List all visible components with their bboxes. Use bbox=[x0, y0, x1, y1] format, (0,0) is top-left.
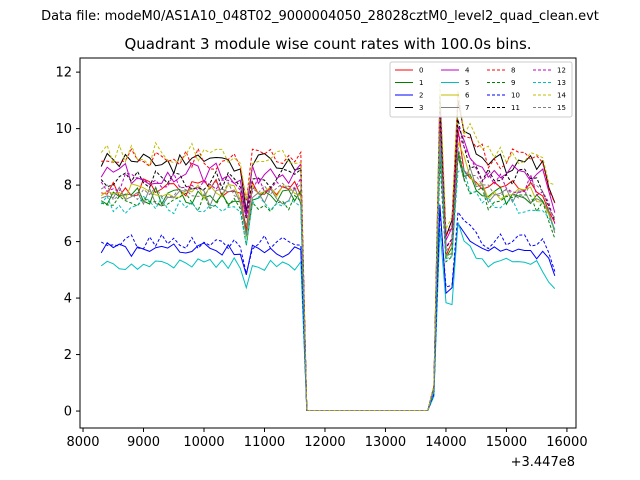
y-tick-label: 4 bbox=[64, 292, 72, 307]
legend-label-1: 1 bbox=[419, 79, 423, 87]
legend-label-13: 13 bbox=[557, 79, 566, 87]
legend-frame bbox=[389, 61, 573, 118]
axes-frame bbox=[79, 57, 577, 429]
x-tick-label: 12000 bbox=[304, 435, 345, 450]
y-tick-label: 10 bbox=[55, 122, 72, 137]
legend-label-7: 7 bbox=[465, 104, 469, 112]
series-layer bbox=[100, 82, 556, 411]
y-axis: 0 2 4 6 8 10 12 bbox=[55, 66, 80, 420]
y-tick-label: 0 bbox=[64, 405, 72, 420]
legend-label-0: 0 bbox=[419, 67, 423, 75]
x-offset-label: +3.447e8 bbox=[511, 455, 575, 470]
y-tick-label: 12 bbox=[55, 66, 72, 81]
legend-label-2: 2 bbox=[419, 92, 423, 100]
x-tick-label: 14000 bbox=[425, 435, 466, 450]
legend-label-3: 3 bbox=[419, 104, 423, 112]
legend-label-5: 5 bbox=[465, 79, 469, 87]
y-tick-label: 2 bbox=[64, 348, 72, 363]
x-tick-label: 10000 bbox=[183, 435, 224, 450]
x-axis: 8000 9000 10000 11000 12000 13000 14000 15000 16… bbox=[66, 428, 588, 450]
y-tick-label: 6 bbox=[64, 235, 72, 250]
series-line-15 bbox=[100, 132, 556, 411]
figure-suptitle: Data file: modeM0/AS1A10_048T02_90000040… bbox=[41, 9, 599, 24]
legend-label-10: 10 bbox=[511, 92, 520, 100]
x-tick-label: 16000 bbox=[546, 435, 587, 450]
legend-label-14: 14 bbox=[557, 92, 566, 100]
x-tick-label: 11000 bbox=[244, 435, 285, 450]
legend-label-8: 8 bbox=[511, 67, 515, 75]
x-tick-label: 13000 bbox=[365, 435, 406, 450]
x-tick-label: 8000 bbox=[66, 435, 99, 450]
legend-label-12: 12 bbox=[557, 67, 566, 75]
legend-label-15: 15 bbox=[557, 104, 566, 112]
legend-label-11: 11 bbox=[511, 104, 520, 112]
legend-label-6: 6 bbox=[465, 92, 470, 100]
x-tick-label: 15000 bbox=[486, 435, 527, 450]
y-tick-label: 8 bbox=[64, 179, 72, 194]
series-line-9 bbox=[101, 155, 556, 411]
legend-label-4: 4 bbox=[465, 67, 470, 75]
legend-label-9: 9 bbox=[511, 79, 515, 87]
x-tick-label: 9000 bbox=[127, 435, 160, 450]
plot-area bbox=[79, 57, 577, 429]
chart-title: Quadrant 3 module wise count rates with … bbox=[124, 35, 531, 53]
